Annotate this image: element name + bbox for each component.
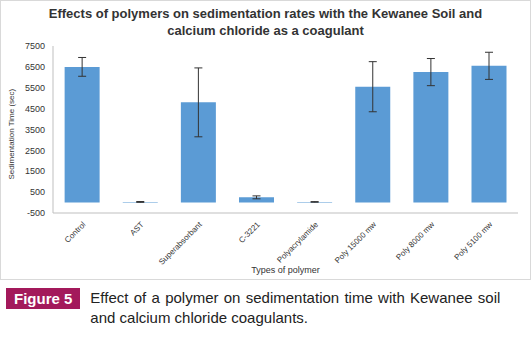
svg-text:Types of polymer: Types of polymer	[251, 265, 320, 275]
html-text:Figure 5: Figure 5	[14, 290, 73, 307]
svg-text:Polyacrylamide: Polyacrylamide	[275, 220, 320, 265]
svg-text:3500: 3500	[25, 125, 45, 135]
svg-text:7500: 7500	[25, 41, 45, 51]
svg-text:Poly 8000 mw: Poly 8000 mw	[394, 220, 436, 262]
svg-text:Poly 15000 mw: Poly 15000 mw	[333, 220, 378, 265]
svg-text:Sedimentation Time (sec): Sedimentation Time (sec)	[8, 88, 16, 179]
svg-text:Control: Control	[63, 220, 88, 245]
svg-text:1500: 1500	[25, 166, 45, 176]
svg-text:500: 500	[30, 187, 45, 197]
html-text:Effects of polymers on sedimen: Effects of polymers on sedimentation rat…	[48, 6, 483, 38]
svg-text:6500: 6500	[25, 62, 45, 72]
svg-text:Poly 5100 mw: Poly 5100 mw	[452, 220, 494, 262]
svg-text:AST: AST	[128, 220, 145, 237]
svg-text:2500: 2500	[25, 146, 45, 156]
svg-text:C-3221: C-3221	[237, 220, 262, 245]
html-text:Effect of a polymer on sedimen: Effect of a polymer on sedimentation tim…	[90, 289, 501, 326]
svg-text:-500: -500	[27, 208, 45, 218]
svg-text:4500: 4500	[25, 104, 45, 114]
svg-text:Superabsorbant: Superabsorbant	[157, 220, 204, 267]
svg-text:5500: 5500	[25, 83, 45, 93]
